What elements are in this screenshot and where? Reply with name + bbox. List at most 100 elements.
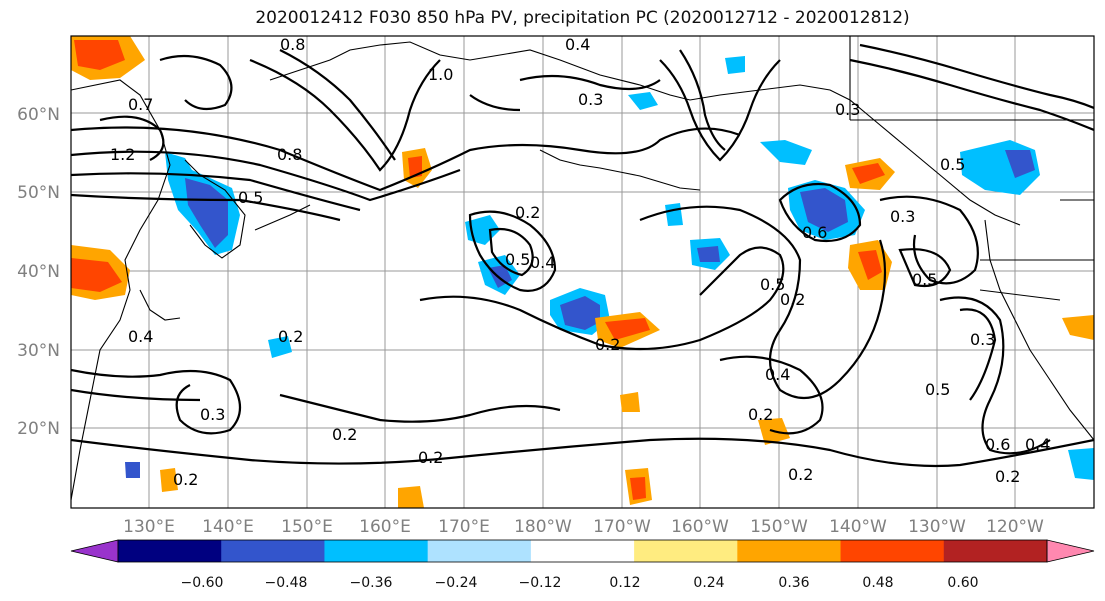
coastlines [71, 36, 1094, 501]
lon-label: 160°E [359, 517, 411, 537]
contour-label: 0.4 [565, 35, 590, 54]
contour-labels: 0.8 0.4 1.0 0.3 0.7 1.2 0.8 0.5 0.2 0.5 … [110, 35, 1050, 489]
contour-label: 0.2 [788, 465, 813, 484]
precip-patch [408, 156, 422, 178]
contour-label: 1.0 [428, 65, 453, 84]
lon-label: 120°W [986, 517, 1044, 537]
contour-label: 0.3 [890, 207, 915, 226]
precip-patch [760, 140, 812, 165]
contour-label: 0.5 [940, 155, 965, 174]
contour-label: 0.2 [278, 327, 303, 346]
colorbar-segment [737, 540, 842, 562]
colorbar-segment [427, 540, 532, 562]
contour-label: 0.4 [530, 253, 555, 272]
precip-patch [725, 56, 745, 74]
precip-patch [852, 163, 885, 184]
contour-label: 0.2 [595, 335, 620, 354]
lon-label: 180°W [514, 517, 572, 537]
lon-label: 170°W [593, 517, 651, 537]
colorbar-segment [634, 540, 738, 562]
precip-patch [858, 250, 882, 280]
colorbar-tick-label: −0.12 [519, 575, 562, 591]
contour-label: 0.5 [505, 250, 530, 269]
colorbar-tick-label: −0.60 [181, 575, 224, 591]
map-border [70, 35, 1095, 509]
contour-label: 0.6 [802, 223, 827, 242]
colorbar-tick-label: 0.48 [862, 575, 893, 591]
colorbar-labels: −0.60 −0.48 −0.36 −0.24 −0.12 0.12 0.24 … [181, 575, 979, 591]
latitude-labels: 60°N 50°N 40°N 30°N 20°N [17, 105, 60, 439]
colorbar-segment [943, 540, 1048, 562]
lon-label: 140°E [202, 517, 254, 537]
colorbar-outline [117, 539, 1048, 563]
lat-label: 60°N [17, 105, 60, 125]
precip-patch [628, 92, 658, 110]
contour-label: 0.3 [835, 100, 860, 119]
contour-label: 0.2 [173, 470, 198, 489]
precipitation-shading [71, 36, 1094, 508]
lon-label: 150°W [750, 517, 808, 537]
contour-label: 0.3 [970, 330, 995, 349]
lon-label: 150°E [281, 517, 333, 537]
colorbar-extend-min [70, 539, 119, 563]
lon-label: 130°W [908, 517, 966, 537]
precip-patch [800, 188, 848, 232]
precip-patch [268, 336, 292, 358]
colorbar-tick-label: −0.36 [350, 575, 393, 591]
colorbar-tick-label: 0.12 [609, 575, 640, 591]
lat-label: 50°N [17, 183, 60, 203]
lon-label: 130°E [123, 517, 175, 537]
contour-label: 0.2 [515, 203, 540, 222]
contour-label: 0.5 [912, 270, 937, 289]
colorbar-segment [118, 540, 222, 562]
precip-patch [697, 246, 720, 262]
colorbar-segment [221, 540, 325, 562]
contour-label: 0.2 [748, 405, 773, 424]
precip-patch [1068, 448, 1094, 480]
colorbar-segment [530, 540, 635, 562]
precip-patch [398, 486, 424, 508]
colorbar-tick-label: −0.48 [265, 575, 308, 591]
lon-label: 170°E [438, 517, 490, 537]
contour-label: 0.7 [128, 95, 153, 114]
colorbar-extend-max [1046, 539, 1095, 563]
colorbar-tick-label: −0.24 [435, 575, 478, 591]
precip-patch [560, 296, 600, 330]
contour-label: 0.5 [238, 188, 263, 207]
contour-label: 0.5 [760, 275, 785, 294]
contour-label: 0.6 [985, 435, 1010, 454]
precip-patch [185, 178, 228, 248]
contour-label: 0.2 [780, 290, 805, 309]
colorbar [70, 539, 1095, 563]
precip-patch [1005, 150, 1035, 178]
lat-label: 40°N [17, 262, 60, 282]
contour-label: 0.4 [1025, 435, 1050, 454]
pv-contours [71, 43, 1094, 468]
contour-label: 0.8 [280, 35, 305, 54]
colorbar-segment [840, 540, 945, 562]
lon-label: 140°W [829, 517, 887, 537]
contour-label: 0.4 [765, 365, 790, 384]
precip-patch [71, 258, 122, 292]
colorbar-tick-label: 0.36 [778, 575, 809, 591]
contour-label: 0.2 [995, 467, 1020, 486]
colorbar-segment [324, 540, 429, 562]
contour-label: 0.3 [200, 405, 225, 424]
map-title: 2020012412 F030 850 hPa PV, precipitatio… [255, 8, 910, 28]
longitude-labels: 130°E 140°E 150°E 160°E 170°E 180°W 170°… [123, 517, 1044, 537]
precip-patch [605, 318, 650, 340]
colorbar-tick-label: 0.60 [947, 575, 978, 591]
lat-label: 20°N [17, 419, 60, 439]
contour-label: 0.8 [277, 145, 302, 164]
precip-patch [630, 477, 646, 500]
precip-patch [160, 468, 178, 492]
contour-label: 0.2 [332, 425, 357, 444]
precip-patch [1062, 315, 1094, 340]
colorbar-tick-label: 0.24 [693, 575, 724, 591]
lon-label: 160°W [671, 517, 729, 537]
precip-patch [665, 203, 683, 226]
precip-patch [620, 392, 640, 412]
contour-label: 0.2 [418, 448, 443, 467]
precip-patch [125, 462, 140, 478]
